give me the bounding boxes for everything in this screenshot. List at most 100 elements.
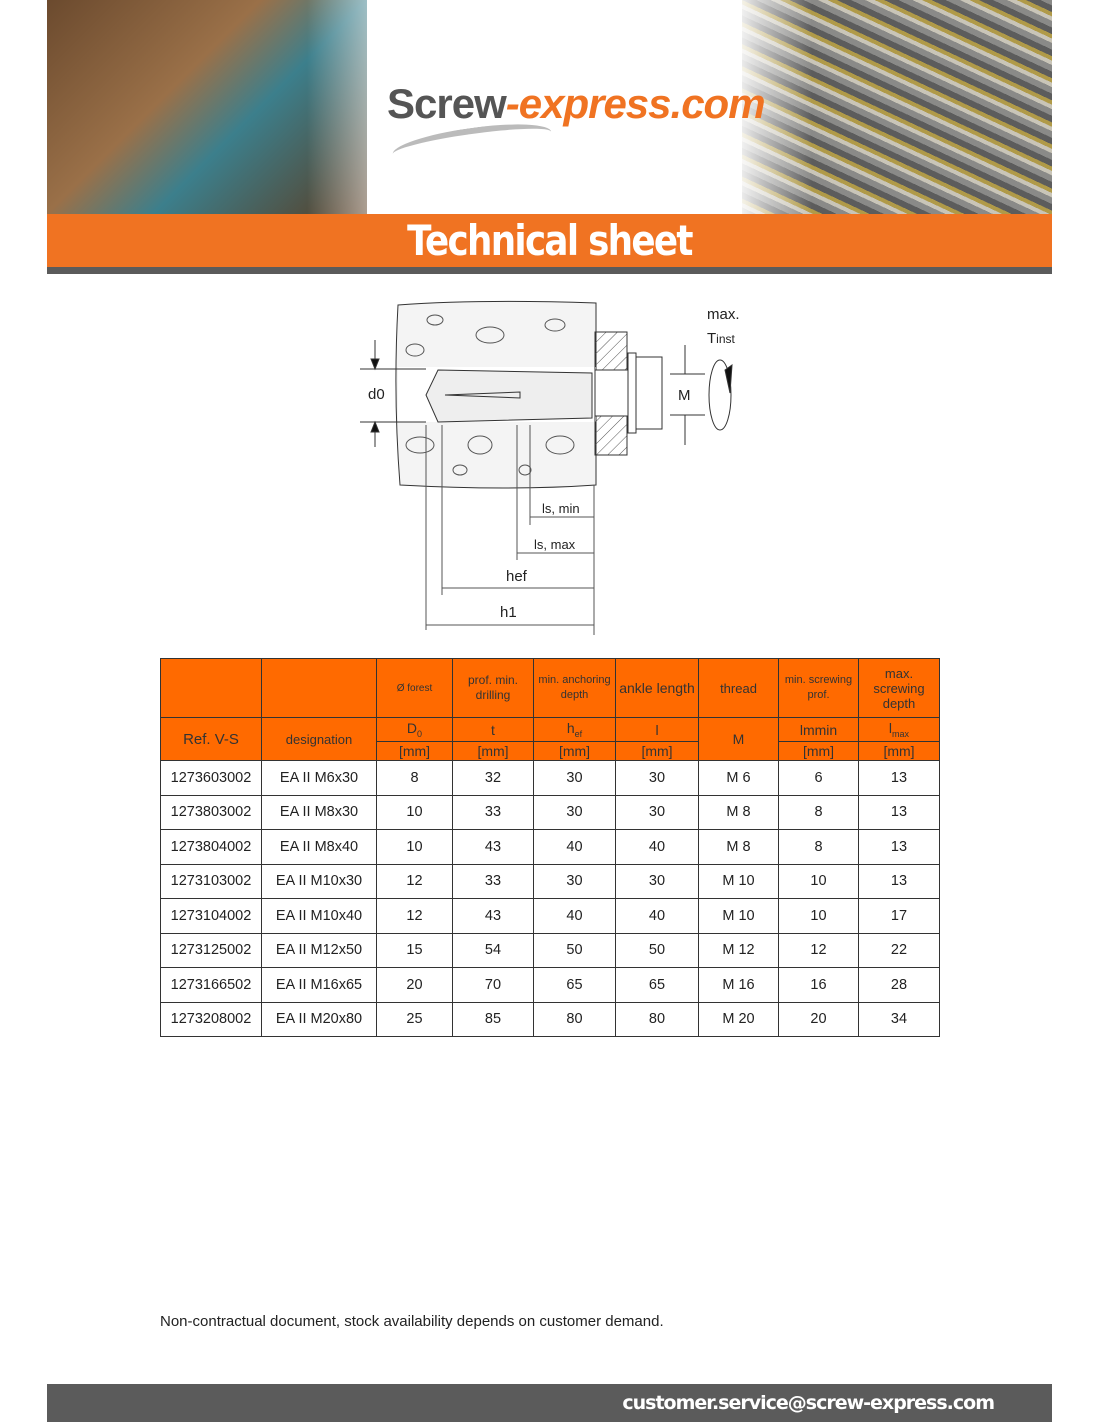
table-cell: M 10 bbox=[698, 863, 779, 899]
table-cell: 33 bbox=[452, 863, 534, 899]
aggregate bbox=[405, 314, 575, 476]
col-thread: thread bbox=[698, 658, 779, 718]
col-anchoring: min. anchoring depth bbox=[533, 658, 616, 718]
table-cell: 30 bbox=[533, 794, 616, 830]
table-row: 1273208002 EA II M20x80 25 85 80 80 M 20 20 34 bbox=[160, 1001, 940, 1037]
table-cell: 6 bbox=[778, 760, 859, 796]
table-cell: 1273804002 bbox=[160, 829, 262, 865]
table-cell: 40 bbox=[533, 829, 616, 865]
header-banner: Screw-express.com bbox=[47, 0, 1052, 214]
table-cell: 16 bbox=[778, 967, 859, 1003]
table-cell: 70 bbox=[452, 967, 534, 1003]
table-row: 1273125002 EA II M12x50 15 54 50 50 M 12 12 22 bbox=[160, 932, 940, 968]
table-cell: 50 bbox=[533, 932, 616, 968]
col-ankle: ankle length bbox=[615, 658, 699, 718]
svg-text:Tinst: Tinst bbox=[707, 330, 736, 347]
table-cell: EA II M20x80 bbox=[261, 1001, 377, 1037]
table-cell: 1273103002 bbox=[160, 863, 262, 899]
table-cell: M 8 bbox=[698, 794, 779, 830]
logo: Screw-express.com bbox=[387, 80, 766, 127]
table-cell: 40 bbox=[615, 829, 699, 865]
table-row: 1273603002 EA II M6x30 8 32 30 30 M 6 6 13 bbox=[160, 760, 940, 796]
table-cell: M 12 bbox=[698, 932, 779, 968]
table-cell: EA II M10x40 bbox=[261, 898, 377, 934]
table-cell: EA II M10x30 bbox=[261, 863, 377, 899]
svg-text:max.: max. bbox=[707, 306, 740, 323]
table-cell: 12 bbox=[376, 898, 453, 934]
table-cell: 1273104002 bbox=[160, 898, 262, 934]
table-cell: 54 bbox=[452, 932, 534, 968]
table-cell: M 16 bbox=[698, 967, 779, 1003]
col-drilling: prof. min. drilling bbox=[452, 658, 534, 718]
spec-table: Ø forest prof. min. drilling min. anchor… bbox=[160, 658, 940, 1037]
table-row: 1273166502 EA II M16x65 20 70 65 65 M 16 16 28 bbox=[160, 967, 940, 1003]
table-cell: 13 bbox=[858, 863, 940, 899]
col-min-screw: min. screwing prof. bbox=[778, 658, 859, 718]
screws-photo bbox=[732, 0, 1052, 214]
table-cell: 34 bbox=[858, 1001, 940, 1037]
table-cell: 1273803002 bbox=[160, 794, 262, 830]
table-cell: 1273125002 bbox=[160, 932, 262, 968]
table-cell: 1273166502 bbox=[160, 967, 262, 1003]
table-cell: 1273603002 bbox=[160, 760, 262, 796]
anchor-diagram: d0 M max. Tinst ls, min ls, max hef h1 bbox=[360, 300, 740, 635]
table-cell: 30 bbox=[615, 760, 699, 796]
table-cell: 28 bbox=[858, 967, 940, 1003]
table-cell: 30 bbox=[615, 794, 699, 830]
table-cell: 10 bbox=[778, 863, 859, 899]
table-row: 1273103002 EA II M10x30 12 33 30 30 M 10 10 13 bbox=[160, 863, 940, 899]
svg-text:ls, max: ls, max bbox=[534, 537, 576, 552]
table-cell: 10 bbox=[778, 898, 859, 934]
table-cell: 33 bbox=[452, 794, 534, 830]
col-max-screw: max. screwing depth bbox=[858, 658, 940, 718]
table-cell: 43 bbox=[452, 829, 534, 865]
anchor-body bbox=[425, 369, 593, 423]
torque-arrow bbox=[708, 359, 732, 431]
footer: customer.service@screw-express.com bbox=[47, 1384, 1052, 1422]
table-cell: EA II M8x40 bbox=[261, 829, 377, 865]
nut bbox=[635, 356, 663, 430]
table-cell: EA II M8x30 bbox=[261, 794, 377, 830]
m-label: M bbox=[678, 387, 691, 404]
table-cell: 30 bbox=[615, 863, 699, 899]
table-cell: EA II M16x65 bbox=[261, 967, 377, 1003]
table-cell: 30 bbox=[533, 863, 616, 899]
table-cell: 12 bbox=[376, 863, 453, 899]
table-cell: 32 bbox=[452, 760, 534, 796]
divider bbox=[47, 267, 1052, 274]
table-cell: 15 bbox=[376, 932, 453, 968]
title-band: Technical sheet bbox=[47, 214, 1052, 267]
svg-text:ls, min: ls, min bbox=[542, 501, 580, 516]
svg-text:hef: hef bbox=[506, 568, 528, 585]
footer-email[interactable]: customer.service@screw-express.com bbox=[622, 1392, 995, 1414]
d0-label: d0 bbox=[368, 386, 385, 403]
table-cell: 20 bbox=[376, 967, 453, 1003]
table-cell: 43 bbox=[452, 898, 534, 934]
table-cell: 50 bbox=[615, 932, 699, 968]
table-cell: 40 bbox=[533, 898, 616, 934]
table-cell: 13 bbox=[858, 760, 940, 796]
table-cell: 10 bbox=[376, 794, 453, 830]
table-cell: 65 bbox=[533, 967, 616, 1003]
table-cell: M 8 bbox=[698, 829, 779, 865]
table-cell: 8 bbox=[778, 829, 859, 865]
table-cell: 17 bbox=[858, 898, 940, 934]
table-cell: 13 bbox=[858, 794, 940, 830]
table-cell: EA II M12x50 bbox=[261, 932, 377, 968]
table-cell: 80 bbox=[533, 1001, 616, 1037]
table-cell: EA II M6x30 bbox=[261, 760, 377, 796]
table-cell: 1273208002 bbox=[160, 1001, 262, 1037]
table-cell: 8 bbox=[376, 760, 453, 796]
table-cell: M 6 bbox=[698, 760, 779, 796]
table-row: 1273104002 EA II M10x40 12 43 40 40 M 10 10 17 bbox=[160, 898, 940, 934]
tools-photo bbox=[47, 0, 427, 214]
table-cell: M 20 bbox=[698, 1001, 779, 1037]
table-cell: 80 bbox=[615, 1001, 699, 1037]
table-cell: 25 bbox=[376, 1001, 453, 1037]
page-title: Technical sheet bbox=[407, 216, 693, 265]
table-cell: 8 bbox=[778, 794, 859, 830]
table-cell: 12 bbox=[778, 932, 859, 968]
table-row: 1273803002 EA II M8x30 10 33 30 30 M 8 8 13 bbox=[160, 794, 940, 830]
table-cell: M 10 bbox=[698, 898, 779, 934]
table-row: 1273804002 EA II M8x40 10 43 40 40 M 8 8 13 bbox=[160, 829, 940, 865]
